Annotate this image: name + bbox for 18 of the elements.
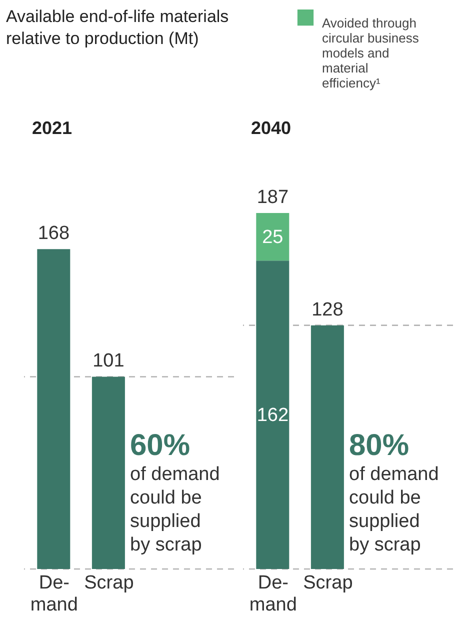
x-tick-label: Scrap [84, 572, 134, 594]
annotation: of demand could be supplied by scrap [349, 464, 439, 556]
annotation: of demand could be supplied by scrap [130, 464, 220, 556]
data-label: 162 [256, 404, 289, 426]
data-label: 168 [38, 223, 70, 244]
total-label: 128 [312, 299, 344, 320]
chart-title: Available end-of-life materials relative to production (Mt) [6, 7, 229, 48]
legend-label: Avoided through circular business models and material efficiency¹ [322, 16, 420, 90]
total-label: 187 [256, 187, 289, 208]
annotation: 60% [130, 429, 190, 462]
annotation: 80% [349, 429, 410, 462]
chart-subtitle: 2040 [251, 118, 292, 138]
data-label: 101 [92, 350, 124, 372]
data-label: 25 [262, 226, 284, 248]
x-tick-label: De- mand [249, 572, 297, 616]
x-tick-label: Scrap [303, 572, 353, 594]
x-tick-label: De- mand [30, 572, 78, 616]
chart-subtitle: 2021 [32, 118, 72, 138]
